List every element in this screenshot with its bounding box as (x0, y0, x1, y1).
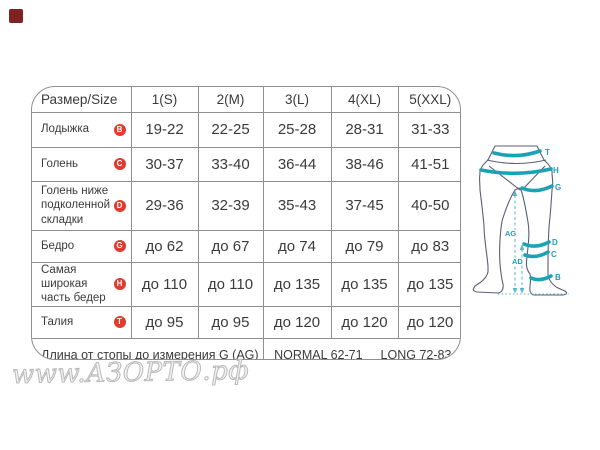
size-value-cell: до 95 (198, 306, 264, 339)
size-value-cell: 35-43 (263, 181, 332, 231)
size-value-cell: 38-46 (331, 147, 399, 182)
row-label: Талия (41, 315, 74, 328)
diagram-label-t: T (545, 148, 550, 157)
measure-badge-t: T (113, 316, 126, 329)
diagram-label-c: C (551, 250, 557, 259)
row-label-cell: Бедро G (32, 230, 132, 263)
foot-length-values: NORMAL 62-71 LONG 72-83 (263, 338, 460, 360)
size-value-cell: до 74 (263, 230, 332, 263)
size-value-cell: 22-25 (198, 112, 264, 148)
size-value-cell: до 135 (398, 262, 460, 307)
size-value-cell: до 95 (131, 306, 199, 339)
watermark: www.АЗОРТО.рф (11, 355, 250, 391)
header-row: Размер/Size 1(S) 2(M) 3(L) 4(XL) 5(XXL) (32, 87, 460, 113)
row-label: Самая широкая часть бедер (41, 263, 106, 305)
length-long: LONG 72-83 (380, 347, 452, 360)
length-normal: NORMAL 62-71 (274, 347, 363, 360)
band-b (529, 274, 553, 282)
length-lines (498, 195, 569, 295)
size-value-cell: 25-28 (263, 112, 332, 148)
size-table-container: Размер/Size 1(S) 2(M) 3(L) 4(XL) 5(XXL) … (31, 86, 461, 360)
diagram-label-ad: AD (512, 257, 523, 266)
band-c (523, 250, 550, 259)
row-label-cell: Голень C (32, 147, 132, 182)
row-label: Бедро (41, 239, 75, 252)
size-table: Размер/Size 1(S) 2(M) 3(L) 4(XL) 5(XXL) … (32, 87, 460, 360)
size-value-cell: 36-44 (263, 147, 332, 182)
row-label: Голень (41, 157, 79, 170)
row-label-cell: Лодыжка B (32, 112, 132, 148)
size-value-cell: 37-45 (331, 181, 399, 231)
size-value-cell: 30-37 (131, 147, 199, 182)
size-value-cell: до 110 (131, 262, 199, 307)
size-value-cell: 19-22 (131, 112, 199, 148)
size-value-cell: до 120 (331, 306, 399, 339)
diagram-label-ag: AG (505, 229, 516, 238)
diagram-label-d: D (552, 238, 558, 247)
size-value-cell: 31-33 (398, 112, 460, 148)
legs-measurement-diagram: T H G D C B AG AD (472, 145, 569, 296)
diagram-label-b: B (555, 273, 561, 282)
size-value-cell: 29-36 (131, 181, 199, 231)
header-col-3l: 3(L) (263, 87, 332, 113)
row-label: Голень ниже подколенной складки (41, 184, 111, 226)
size-value-cell: до 120 (263, 306, 332, 339)
header-col-4xl: 4(XL) (331, 87, 399, 113)
header-col-5xxl: 5(XXL) (398, 87, 460, 113)
size-value-cell: до 135 (263, 262, 332, 307)
foot-length-label: Длина от стопы до измерения G (AG) (32, 338, 264, 359)
table-row-ankle: Лодыжка B 19-22 22-25 25-28 28-31 31-33 (32, 112, 460, 148)
diagram-label-g: G (555, 183, 561, 192)
header-size-label: Размер/Size (32, 87, 132, 113)
row-label-cell: Голень ниже подколенной складки D (32, 181, 132, 231)
table-row-below-knee: Голень ниже подколенной складки D 29-36 … (32, 181, 460, 231)
size-value-cell: до 110 (198, 262, 264, 307)
header-col-2m: 2(M) (198, 87, 264, 113)
size-value-cell: до 79 (331, 230, 399, 263)
size-value-cell: 40-50 (398, 181, 460, 231)
size-value-cell: 41-51 (398, 147, 460, 182)
length-arrows (512, 190, 525, 294)
table-row-calf: Голень C 30-37 33-40 36-44 38-46 41-51 (32, 147, 460, 182)
diagram-label-h: H (553, 166, 559, 175)
row-label: Лодыжка (41, 123, 90, 136)
table-row-widest-hip: Самая широкая часть бедер H до 110 до 11… (32, 262, 460, 307)
size-value-cell: 33-40 (198, 147, 264, 182)
size-value-cell: до 62 (131, 230, 199, 263)
size-value-cell: до 120 (398, 306, 460, 339)
row-label-cell: Самая широкая часть бедер H (32, 262, 132, 307)
measurement-bands (479, 149, 554, 282)
size-value-cell: до 67 (198, 230, 264, 263)
band-g (520, 184, 554, 193)
corner-mark (9, 9, 23, 23)
band-t (492, 149, 542, 158)
size-value-cell: 32-39 (198, 181, 264, 231)
footer-row: Длина от стопы до измерения G (AG) NORMA… (32, 338, 460, 360)
table-row-thigh: Бедро G до 62 до 67 до 74 до 79 до 83 (32, 230, 460, 263)
band-h (479, 167, 553, 176)
row-label-cell: Талия T (32, 306, 132, 339)
measure-badge-g: G (113, 240, 126, 252)
measure-badge-h: H (113, 278, 126, 291)
measure-badge-b: B (113, 123, 126, 136)
header-col-1s: 1(S) (131, 87, 199, 113)
measure-badge-c: C (113, 158, 126, 170)
measure-badge-d: D (113, 199, 126, 212)
size-value-cell: до 135 (331, 262, 399, 307)
size-value-cell: до 83 (398, 230, 460, 263)
band-d (522, 240, 551, 248)
size-value-cell: 28-31 (331, 112, 399, 148)
table-row-waist: Талия T до 95 до 95 до 120 до 120 до 120 (32, 306, 460, 339)
